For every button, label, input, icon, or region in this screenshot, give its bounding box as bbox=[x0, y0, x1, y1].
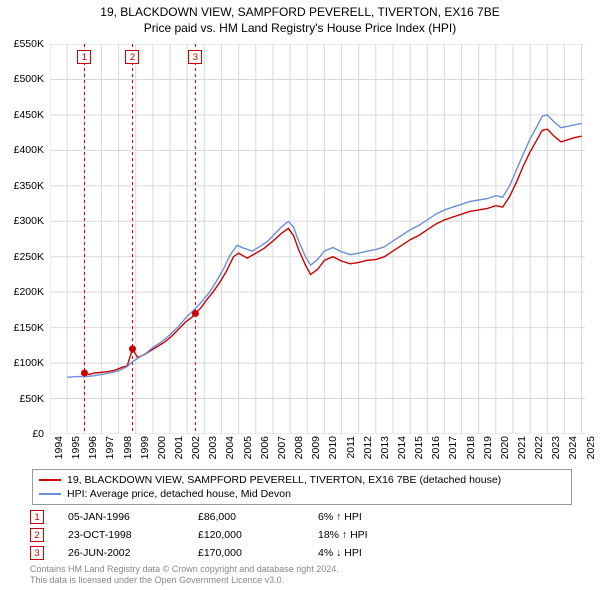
x-tick-label: 2024 bbox=[567, 436, 579, 459]
x-tick-label: 2009 bbox=[310, 436, 322, 459]
x-tick-label: 1994 bbox=[53, 436, 65, 459]
x-tick-label: 2012 bbox=[362, 436, 374, 459]
x-tick-label: 2022 bbox=[533, 436, 545, 459]
event-price: £86,000 bbox=[198, 511, 318, 523]
event-price: £120,000 bbox=[198, 529, 318, 541]
x-tick-label: 2002 bbox=[190, 436, 202, 459]
event-row-2: 2 23-OCT-1998£120,00018% ↑ HPI bbox=[30, 526, 438, 544]
chart-svg bbox=[50, 44, 585, 434]
chart-plot-area: 1 2 3 bbox=[50, 44, 585, 434]
y-tick-label: £350K bbox=[14, 180, 44, 192]
event-delta: 4% ↓ HPI bbox=[318, 547, 438, 559]
x-tick-label: 2005 bbox=[242, 436, 254, 459]
events-block: 1 05-JAN-1996£86,0006% ↑ HPI 2 23-OCT-1998£… bbox=[30, 508, 438, 562]
footer-note: Contains HM Land Registry data © Crown c… bbox=[30, 564, 339, 587]
event-marker-badge: 1 bbox=[30, 510, 44, 524]
x-tick-label: 2007 bbox=[276, 436, 288, 459]
footer-line1: Contains HM Land Registry data © Crown c… bbox=[30, 564, 339, 575]
legend-box: 19, BLACKDOWN VIEW, SAMPFORD PEVERELL, T… bbox=[32, 469, 572, 505]
event-date: 26-JUN-2002 bbox=[68, 547, 198, 559]
legend-swatch-hpi bbox=[39, 493, 61, 495]
x-tick-label: 2010 bbox=[327, 436, 339, 459]
x-tick-label: 2006 bbox=[259, 436, 271, 459]
event-marker-3: 3 bbox=[188, 50, 202, 64]
x-tick-label: 2016 bbox=[430, 436, 442, 459]
x-tick-label: 2001 bbox=[173, 436, 185, 459]
legend-label-hpi: HPI: Average price, detached house, Mid … bbox=[67, 487, 291, 501]
x-tick-label: 2015 bbox=[413, 436, 425, 459]
event-price: £170,000 bbox=[198, 547, 318, 559]
y-tick-label: £400K bbox=[14, 144, 44, 156]
x-tick-label: 2017 bbox=[447, 436, 459, 459]
x-tick-label: 2021 bbox=[516, 436, 528, 459]
chart-title-block: 19, BLACKDOWN VIEW, SAMPFORD PEVERELL, T… bbox=[0, 0, 600, 36]
y-tick-label: £500K bbox=[14, 73, 44, 85]
legend-row-hpi: HPI: Average price, detached house, Mid … bbox=[39, 487, 565, 501]
event-marker-badge: 2 bbox=[30, 528, 44, 542]
event-delta: 18% ↑ HPI bbox=[318, 529, 438, 541]
x-tick-label: 2000 bbox=[156, 436, 168, 459]
y-tick-label: £200K bbox=[14, 286, 44, 298]
event-date: 05-JAN-1996 bbox=[68, 511, 198, 523]
legend-label-property: 19, BLACKDOWN VIEW, SAMPFORD PEVERELL, T… bbox=[67, 473, 501, 487]
event-date: 23-OCT-1998 bbox=[68, 529, 198, 541]
event-delta: 6% ↑ HPI bbox=[318, 511, 438, 523]
x-tick-label: 2003 bbox=[207, 436, 219, 459]
y-tick-label: £0 bbox=[32, 428, 44, 440]
x-tick-label: 1997 bbox=[104, 436, 116, 459]
x-tick-label: 2008 bbox=[293, 436, 305, 459]
event-marker-2: 2 bbox=[125, 50, 139, 64]
x-tick-label: 1998 bbox=[122, 436, 134, 459]
x-tick-label: 1996 bbox=[87, 436, 99, 459]
y-tick-label: £450K bbox=[14, 109, 44, 121]
x-tick-label: 1999 bbox=[139, 436, 151, 459]
x-tick-label: 2019 bbox=[482, 436, 494, 459]
y-tick-label: £250K bbox=[14, 251, 44, 263]
y-tick-label: £150K bbox=[14, 322, 44, 334]
y-tick-label: £300K bbox=[14, 215, 44, 227]
y-tick-label: £550K bbox=[14, 38, 44, 50]
legend-row-property: 19, BLACKDOWN VIEW, SAMPFORD PEVERELL, T… bbox=[39, 473, 565, 487]
x-tick-label: 2014 bbox=[396, 436, 408, 459]
x-tick-label: 2025 bbox=[585, 436, 597, 459]
y-tick-label: £100K bbox=[14, 357, 44, 369]
event-row-3: 3 26-JUN-2002£170,0004% ↓ HPI bbox=[30, 544, 438, 562]
y-tick-label: £50K bbox=[19, 393, 44, 405]
event-marker-1: 1 bbox=[77, 50, 91, 64]
x-tick-label: 2018 bbox=[465, 436, 477, 459]
footer-line2: This data is licensed under the Open Gov… bbox=[30, 575, 339, 586]
y-axis-labels: £0£50K£100K£150K£200K£250K£300K£350K£400… bbox=[0, 44, 48, 434]
x-tick-label: 2013 bbox=[379, 436, 391, 459]
x-tick-label: 1995 bbox=[70, 436, 82, 459]
title-line2: Price paid vs. HM Land Registry's House … bbox=[0, 20, 600, 36]
title-line1: 19, BLACKDOWN VIEW, SAMPFORD PEVERELL, T… bbox=[0, 4, 600, 20]
x-axis-labels: 1994 1995 1996 1997 1998 1999 2000 2001 2002 2003… bbox=[50, 436, 585, 466]
x-tick-label: 2004 bbox=[224, 436, 236, 459]
event-row-1: 1 05-JAN-1996£86,0006% ↑ HPI bbox=[30, 508, 438, 526]
legend-swatch-property bbox=[39, 479, 61, 481]
event-marker-badge: 3 bbox=[30, 546, 44, 560]
x-tick-label: 2011 bbox=[345, 436, 357, 459]
x-tick-label: 2020 bbox=[499, 436, 511, 459]
x-tick-label: 2023 bbox=[550, 436, 562, 459]
